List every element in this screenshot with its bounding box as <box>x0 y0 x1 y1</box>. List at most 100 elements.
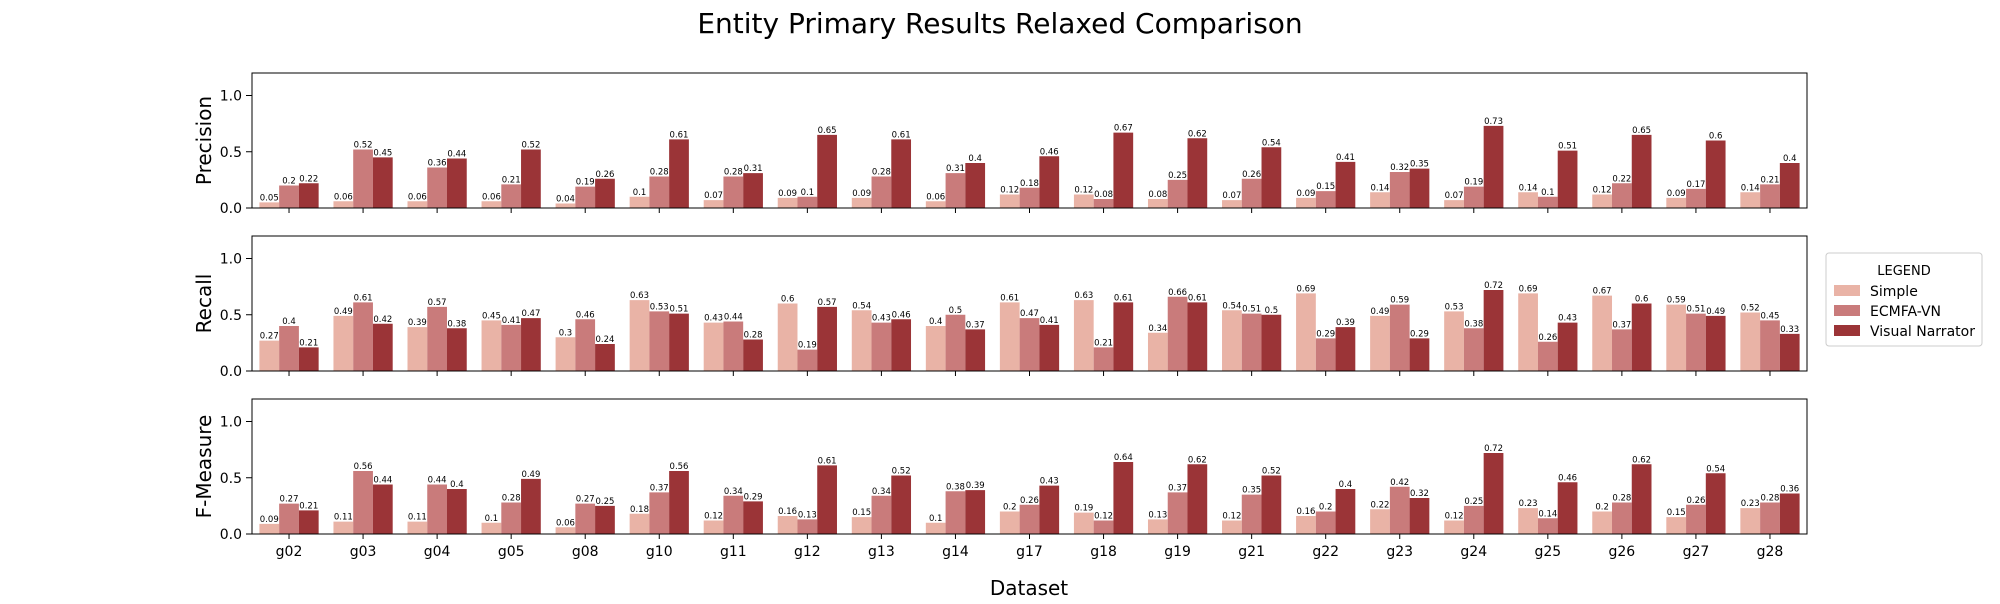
legend-box <box>1825 252 1983 347</box>
bar <box>333 521 354 534</box>
plot-frame <box>251 235 1808 372</box>
data-label: 0.12 <box>704 512 723 522</box>
data-label: 0.67 <box>1114 124 1133 134</box>
data-label: 0.3 <box>559 328 573 338</box>
data-label: 0.73 <box>1484 117 1503 127</box>
bar <box>851 310 872 371</box>
bar <box>575 186 596 208</box>
data-label: 0.37 <box>1168 483 1187 493</box>
bar <box>1073 194 1094 208</box>
data-label: 0.49 <box>334 307 353 317</box>
data-label: 0.43 <box>704 314 723 324</box>
x-tick-label: g18 <box>1090 544 1117 560</box>
data-label: 0.43 <box>1558 314 1577 324</box>
bar <box>1370 192 1390 208</box>
bar <box>1686 504 1706 534</box>
y-axis-label: Precision <box>192 96 216 185</box>
bar <box>797 349 818 371</box>
bar <box>1222 310 1242 371</box>
bar <box>1315 191 1336 208</box>
bar <box>817 465 837 534</box>
data-label: 0.47 <box>1020 309 1039 319</box>
data-label: 0.67 <box>1593 287 1612 297</box>
data-label: 0.38 <box>447 319 466 329</box>
bar <box>427 484 447 534</box>
bar <box>1167 492 1188 534</box>
bar <box>521 478 541 534</box>
bar <box>333 201 354 208</box>
x-tick-label: g19 <box>1164 544 1191 560</box>
data-label: 0.2 <box>1595 503 1609 513</box>
data-label: 0.37 <box>1612 320 1631 330</box>
data-label: 0.34 <box>724 487 743 497</box>
data-label: 0.52 <box>1262 467 1281 477</box>
data-label: 0.62 <box>1188 129 1207 139</box>
data-label: 0.09 <box>1296 189 1315 199</box>
data-label: 0.38 <box>1464 319 1483 329</box>
bar <box>777 516 798 534</box>
data-label: 0.52 <box>354 141 373 151</box>
data-label: 0.2 <box>282 177 296 187</box>
data-label: 0.14 <box>1371 183 1390 193</box>
data-label: 0.28 <box>1761 494 1780 504</box>
data-label: 0.19 <box>798 341 817 351</box>
data-label: 0.1 <box>633 188 647 198</box>
bar <box>965 490 986 534</box>
data-label: 0.16 <box>778 507 797 517</box>
data-label: 0.35 <box>1410 160 1429 170</box>
bar <box>1592 295 1613 371</box>
data-label: 0.61 <box>892 130 911 140</box>
data-label: 0.61 <box>354 293 373 303</box>
bar <box>595 505 615 534</box>
bar <box>259 202 280 208</box>
data-label: 0.61 <box>1188 293 1207 303</box>
bar <box>1463 328 1484 371</box>
bar <box>1073 300 1094 371</box>
bar <box>703 520 724 534</box>
data-label: 0.12 <box>1094 512 1113 522</box>
data-label: 0.61 <box>818 456 837 466</box>
bar <box>1518 192 1538 208</box>
bar <box>1779 163 1800 208</box>
data-label: 0.04 <box>556 195 575 205</box>
bar <box>851 517 872 534</box>
bar <box>1740 192 1761 208</box>
data-label: 0.08 <box>1094 190 1113 200</box>
bar <box>1147 332 1168 371</box>
data-label: 0.49 <box>521 470 540 480</box>
data-label: 0.41 <box>1336 153 1355 163</box>
data-label: 0.44 <box>373 476 392 486</box>
data-label: 0.13 <box>1148 510 1167 520</box>
y-tick-label: 0.0 <box>220 201 242 217</box>
bar <box>1518 293 1538 371</box>
bar <box>669 139 689 208</box>
data-label: 0.56 <box>670 462 689 472</box>
data-label: 0.33 <box>1780 325 1799 335</box>
x-tick-label: g22 <box>1312 544 1339 560</box>
bar <box>777 303 798 371</box>
data-label: 0.14 <box>1519 183 1538 193</box>
bar <box>999 194 1020 208</box>
bar <box>1222 520 1242 534</box>
data-label: 0.36 <box>1780 485 1799 495</box>
bar <box>1779 333 1800 371</box>
legend-swatch <box>1834 285 1860 296</box>
bar <box>945 491 966 534</box>
data-label: 0.32 <box>1410 489 1429 499</box>
y-tick-label: 1.0 <box>220 415 242 431</box>
data-label: 0.19 <box>576 178 595 188</box>
data-label: 0.44 <box>724 313 743 323</box>
bar <box>1187 138 1208 208</box>
bar <box>1666 197 1687 208</box>
bar <box>1296 293 1316 371</box>
bar <box>407 521 428 534</box>
bar <box>1483 125 1504 208</box>
bar <box>1039 485 1060 534</box>
x-tick-label: g25 <box>1534 544 1561 560</box>
data-label: 0.46 <box>576 310 595 320</box>
bar <box>1370 509 1390 534</box>
data-label: 0.4 <box>968 154 982 164</box>
data-label: 0.27 <box>576 495 595 505</box>
bar <box>446 489 467 534</box>
